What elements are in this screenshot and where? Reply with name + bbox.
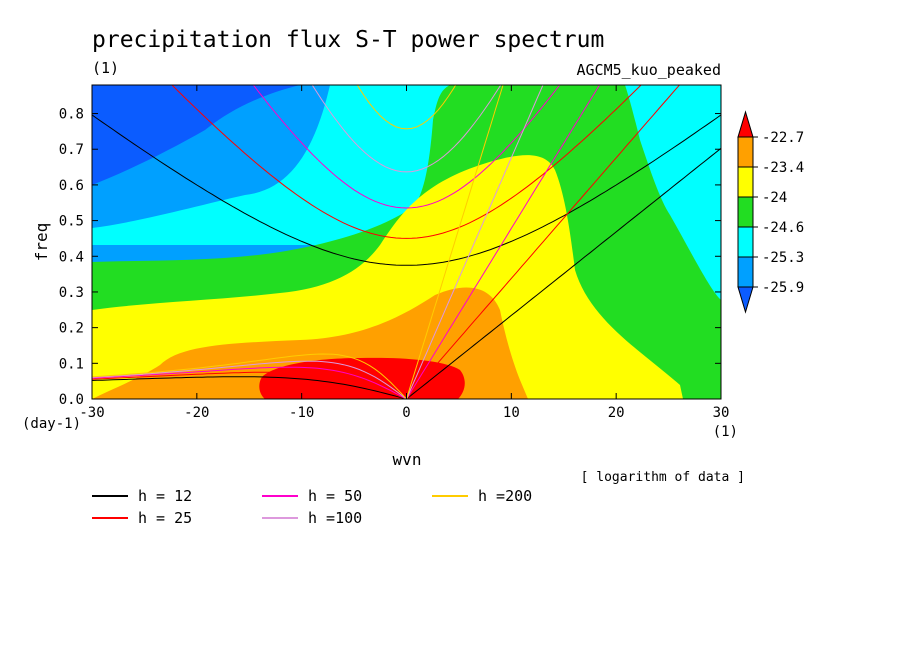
dispersion-curve: [92, 114, 721, 266]
legend-label: h = 25: [138, 509, 192, 527]
dispersion-curve: [92, 376, 407, 399]
y-tick-label: 0.4: [59, 249, 84, 265]
legend-label: h =200: [478, 487, 532, 505]
colorbar-label: -25.3: [762, 250, 804, 266]
y-tick-label: 0.7: [59, 142, 84, 158]
dispersion-curve: [356, 85, 457, 130]
y-tick-label: 0.5: [59, 214, 84, 230]
y-tick-label: 0.3: [59, 285, 84, 301]
curve-legend: h = 12 h = 25 h = 50 h =100 h =200: [92, 487, 532, 527]
chart-subtitle-left: (1): [92, 59, 119, 77]
colorbar-label: -22.7: [762, 130, 804, 146]
colorbar-top-arrow: [737, 110, 754, 138]
dispersion-curve: [92, 366, 407, 399]
legend-label: h = 50: [308, 487, 362, 505]
y-axis-label: freq: [32, 223, 51, 262]
x-axis-label: wvn: [393, 450, 422, 469]
colorbar-label: -23.4: [762, 160, 804, 176]
dispersion-curve: [311, 85, 502, 173]
colorbar-bottom-arrow: [737, 286, 754, 314]
dispersion-curve: [406, 85, 544, 399]
dispersion-curve: [406, 85, 504, 399]
y-tick-label: 0.0: [59, 392, 84, 408]
contour-fill: [92, 85, 721, 399]
chart-title: precipitation flux S-T power spectrum: [92, 27, 604, 53]
x-tick-label: 10: [503, 405, 520, 421]
colorbar-segment: [737, 226, 754, 258]
dispersion-curves: [92, 85, 721, 399]
y-unit-label: (day-1): [22, 416, 81, 432]
colorbar: -22.7 -23.4 -24 -24.6 -25.3 -25.9: [737, 110, 804, 314]
x-tick-label: -30: [79, 405, 104, 421]
x-tick-label: 20: [608, 405, 625, 421]
colorbar-segment: [737, 196, 754, 228]
x-tick-label: 30: [713, 405, 730, 421]
colorbar-label: -24: [762, 190, 787, 206]
colorbar-label: -25.9: [762, 280, 804, 296]
y-tick-label: 0.2: [59, 321, 84, 337]
dispersion-curve: [406, 85, 681, 399]
region-lt-25.9: [92, 85, 300, 185]
dispersion-curve: [252, 85, 561, 209]
x-unit-label: (1): [713, 424, 738, 440]
colorbar-label: -24.6: [762, 220, 804, 236]
region-24-23.4: [92, 155, 683, 399]
legend-label: h =100: [308, 509, 362, 527]
x-tick-label: -10: [289, 405, 314, 421]
data-note: [ logarithm of data ]: [581, 470, 745, 485]
dispersion-curve: [406, 85, 601, 399]
dispersion-curve: [171, 85, 642, 239]
chart-subtitle-right: AGCM5_kuo_peaked: [577, 61, 722, 79]
legend-label: h = 12: [138, 487, 192, 505]
y-tick-label: 0.6: [59, 178, 84, 194]
dispersion-curve: [92, 360, 407, 399]
x-tick-label: 0: [402, 405, 410, 421]
colorbar-segment: [737, 256, 754, 288]
dispersion-curve: [92, 353, 407, 399]
dispersion-curve: [406, 147, 721, 399]
y-tick-label: 0.8: [59, 107, 84, 123]
y-tick-label: 0.1: [59, 356, 84, 372]
colorbar-segment: [737, 136, 754, 168]
x-tick-label: -20: [184, 405, 209, 421]
dispersion-curve: [92, 371, 407, 399]
axes: -30 -20 -10 0 10 20 30 0.0 0.1 0.2 0.3 0.4 0.5 0.6 0.7…: [59, 85, 730, 421]
colorbar-segment: [737, 166, 754, 198]
